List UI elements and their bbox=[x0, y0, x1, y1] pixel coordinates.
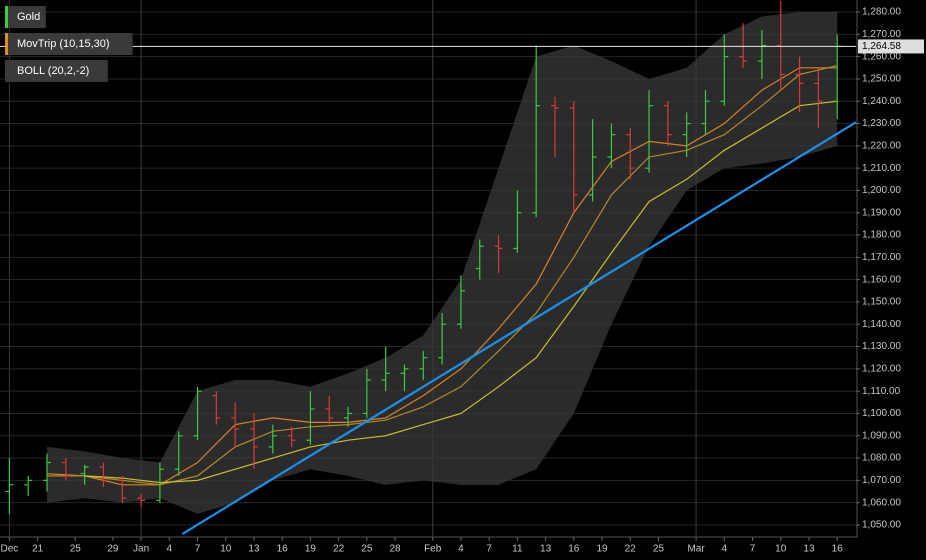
y-tick-label: 1,050.00 bbox=[862, 520, 901, 531]
x-tick-label: Feb bbox=[424, 544, 442, 555]
legend-swatch bbox=[5, 33, 8, 55]
x-tick-label: 13 bbox=[540, 544, 552, 555]
legend-box bbox=[5, 60, 108, 82]
y-tick-label: 1,230.00 bbox=[862, 118, 901, 129]
y-tick-label: 1,100.00 bbox=[862, 408, 901, 419]
y-tick-label: 1,150.00 bbox=[862, 297, 901, 308]
y-tick-label: 1,170.00 bbox=[862, 252, 901, 263]
legend-label: BOLL (20,2,-2) bbox=[17, 65, 89, 77]
x-tick-label: 22 bbox=[625, 544, 637, 555]
x-tick-label: 10 bbox=[775, 544, 787, 555]
y-tick-label: 1,160.00 bbox=[862, 274, 901, 285]
y-tick-label: 1,110.00 bbox=[862, 386, 901, 397]
y-tick-label: 1,240.00 bbox=[862, 96, 901, 107]
x-tick-label: 11 bbox=[512, 544, 523, 555]
y-tick-label: 1,280.00 bbox=[862, 7, 901, 18]
legend-label: Gold bbox=[17, 11, 40, 23]
legend-box bbox=[5, 33, 133, 55]
y-tick-label: 1,210.00 bbox=[862, 163, 901, 174]
x-tick-label: 22 bbox=[333, 544, 345, 555]
legend-swatch bbox=[5, 6, 8, 28]
x-tick-label: 13 bbox=[803, 544, 815, 555]
y-tick-label: 1,220.00 bbox=[862, 140, 901, 151]
x-tick-label: Jan bbox=[133, 544, 149, 555]
trend-line bbox=[181, 121, 857, 535]
y-tick-label: 1,060.00 bbox=[862, 497, 901, 508]
y-tick-label: 1,140.00 bbox=[862, 319, 901, 330]
x-tick-label: 28 bbox=[390, 544, 402, 555]
last-price-label: 1,264.58 bbox=[862, 41, 901, 52]
x-tick-label: Dec bbox=[1, 544, 19, 555]
x-tick-label: 16 bbox=[832, 544, 844, 555]
x-tick-label: 16 bbox=[277, 544, 289, 555]
x-tick-label: 25 bbox=[361, 544, 373, 555]
bollinger-band bbox=[47, 12, 838, 514]
x-tick-label: 29 bbox=[107, 544, 119, 555]
x-tick-label: 4 bbox=[458, 544, 464, 555]
last-price-box bbox=[858, 39, 924, 54]
x-tick-label: Mar bbox=[687, 544, 705, 555]
x-tick-label: 4 bbox=[722, 544, 728, 555]
x-tick-label: 21 bbox=[32, 544, 44, 555]
x-tick-label: 25 bbox=[70, 544, 82, 555]
y-tick-label: 1,090.00 bbox=[862, 430, 901, 441]
x-tick-label: 4 bbox=[167, 544, 173, 555]
y-tick-label: 1,190.00 bbox=[862, 207, 901, 218]
moving-average bbox=[47, 64, 838, 486]
legend-box bbox=[5, 6, 46, 28]
y-tick-label: 1,260.00 bbox=[862, 51, 901, 62]
x-tick-label: 25 bbox=[653, 544, 665, 555]
legend-label: MovTrip (10,15,30) bbox=[17, 38, 110, 50]
y-tick-label: 1,250.00 bbox=[862, 74, 901, 85]
x-tick-label: 19 bbox=[596, 544, 608, 555]
y-tick-label: 1,070.00 bbox=[862, 475, 901, 486]
x-tick-label: 7 bbox=[486, 544, 492, 555]
y-tick-label: 1,130.00 bbox=[862, 341, 901, 352]
moving-average bbox=[84, 100, 838, 484]
y-tick-label: 1,180.00 bbox=[862, 230, 901, 241]
y-tick-label: 1,200.00 bbox=[862, 185, 901, 196]
x-tick-label: 16 bbox=[568, 544, 580, 555]
x-tick-label: 7 bbox=[750, 544, 756, 555]
x-tick-label: 7 bbox=[195, 544, 201, 555]
x-tick-label: 10 bbox=[220, 544, 232, 555]
x-tick-label: 13 bbox=[248, 544, 260, 555]
y-tick-label: 1,270.00 bbox=[862, 29, 901, 40]
y-tick-label: 1,080.00 bbox=[862, 453, 901, 464]
y-tick-label: 1,120.00 bbox=[862, 363, 901, 374]
x-tick-label: 19 bbox=[305, 544, 317, 555]
